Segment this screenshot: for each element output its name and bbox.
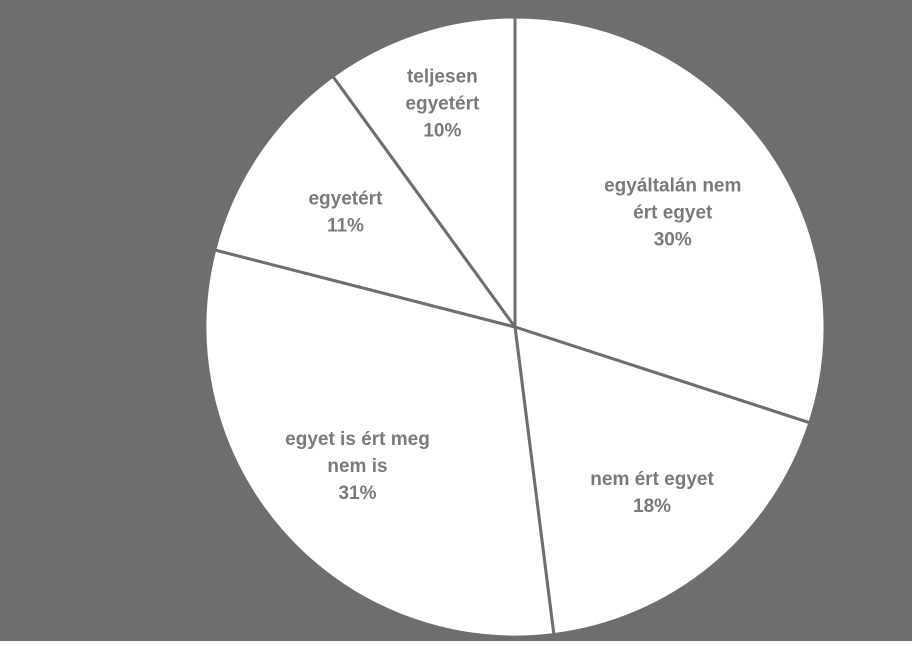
slices-layer	[203, 15, 827, 639]
slice-label-line: nem ért egyet	[590, 469, 714, 490]
slice-label: egyet is ért meg nem is 31%	[285, 429, 430, 504]
slice-percent: 10%	[423, 121, 461, 142]
slice-label-line: egyet is ért meg	[285, 429, 430, 450]
slice-label-line: egyetért	[308, 188, 383, 209]
slice-label-line: nem is	[327, 456, 387, 477]
slice-label: egyetért 11%	[308, 188, 383, 236]
pie-slice	[513, 324, 812, 637]
slice-label-line: ért egyet	[633, 202, 713, 223]
pie-slice	[330, 15, 517, 332]
pie-slice	[212, 74, 519, 330]
slice-label: nem ért egyet 18%	[590, 469, 714, 517]
labels-layer: egyáltalán nem ért egyet 30% nem ért egyet 1…	[285, 67, 741, 518]
slice-percent: 18%	[633, 496, 671, 517]
pie-slice	[513, 15, 827, 425]
slice-label-line: egyetért	[405, 94, 480, 115]
pie-slice	[203, 248, 556, 639]
slice-label: egyáltalán nem ért egyet 30%	[604, 175, 741, 250]
slice-percent: 11%	[327, 215, 364, 236]
slice-percent: 30%	[654, 229, 692, 250]
slice-label-line: egyáltalán nem	[604, 175, 741, 196]
slice-label: teljesen egyetért 10%	[405, 67, 480, 142]
slice-label-line: teljesen	[407, 67, 478, 88]
slice-percent: 31%	[338, 483, 376, 504]
